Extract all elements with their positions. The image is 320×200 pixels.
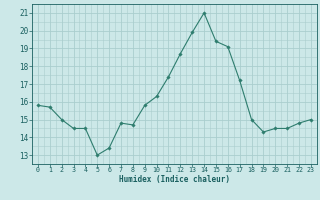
X-axis label: Humidex (Indice chaleur): Humidex (Indice chaleur) — [119, 175, 230, 184]
